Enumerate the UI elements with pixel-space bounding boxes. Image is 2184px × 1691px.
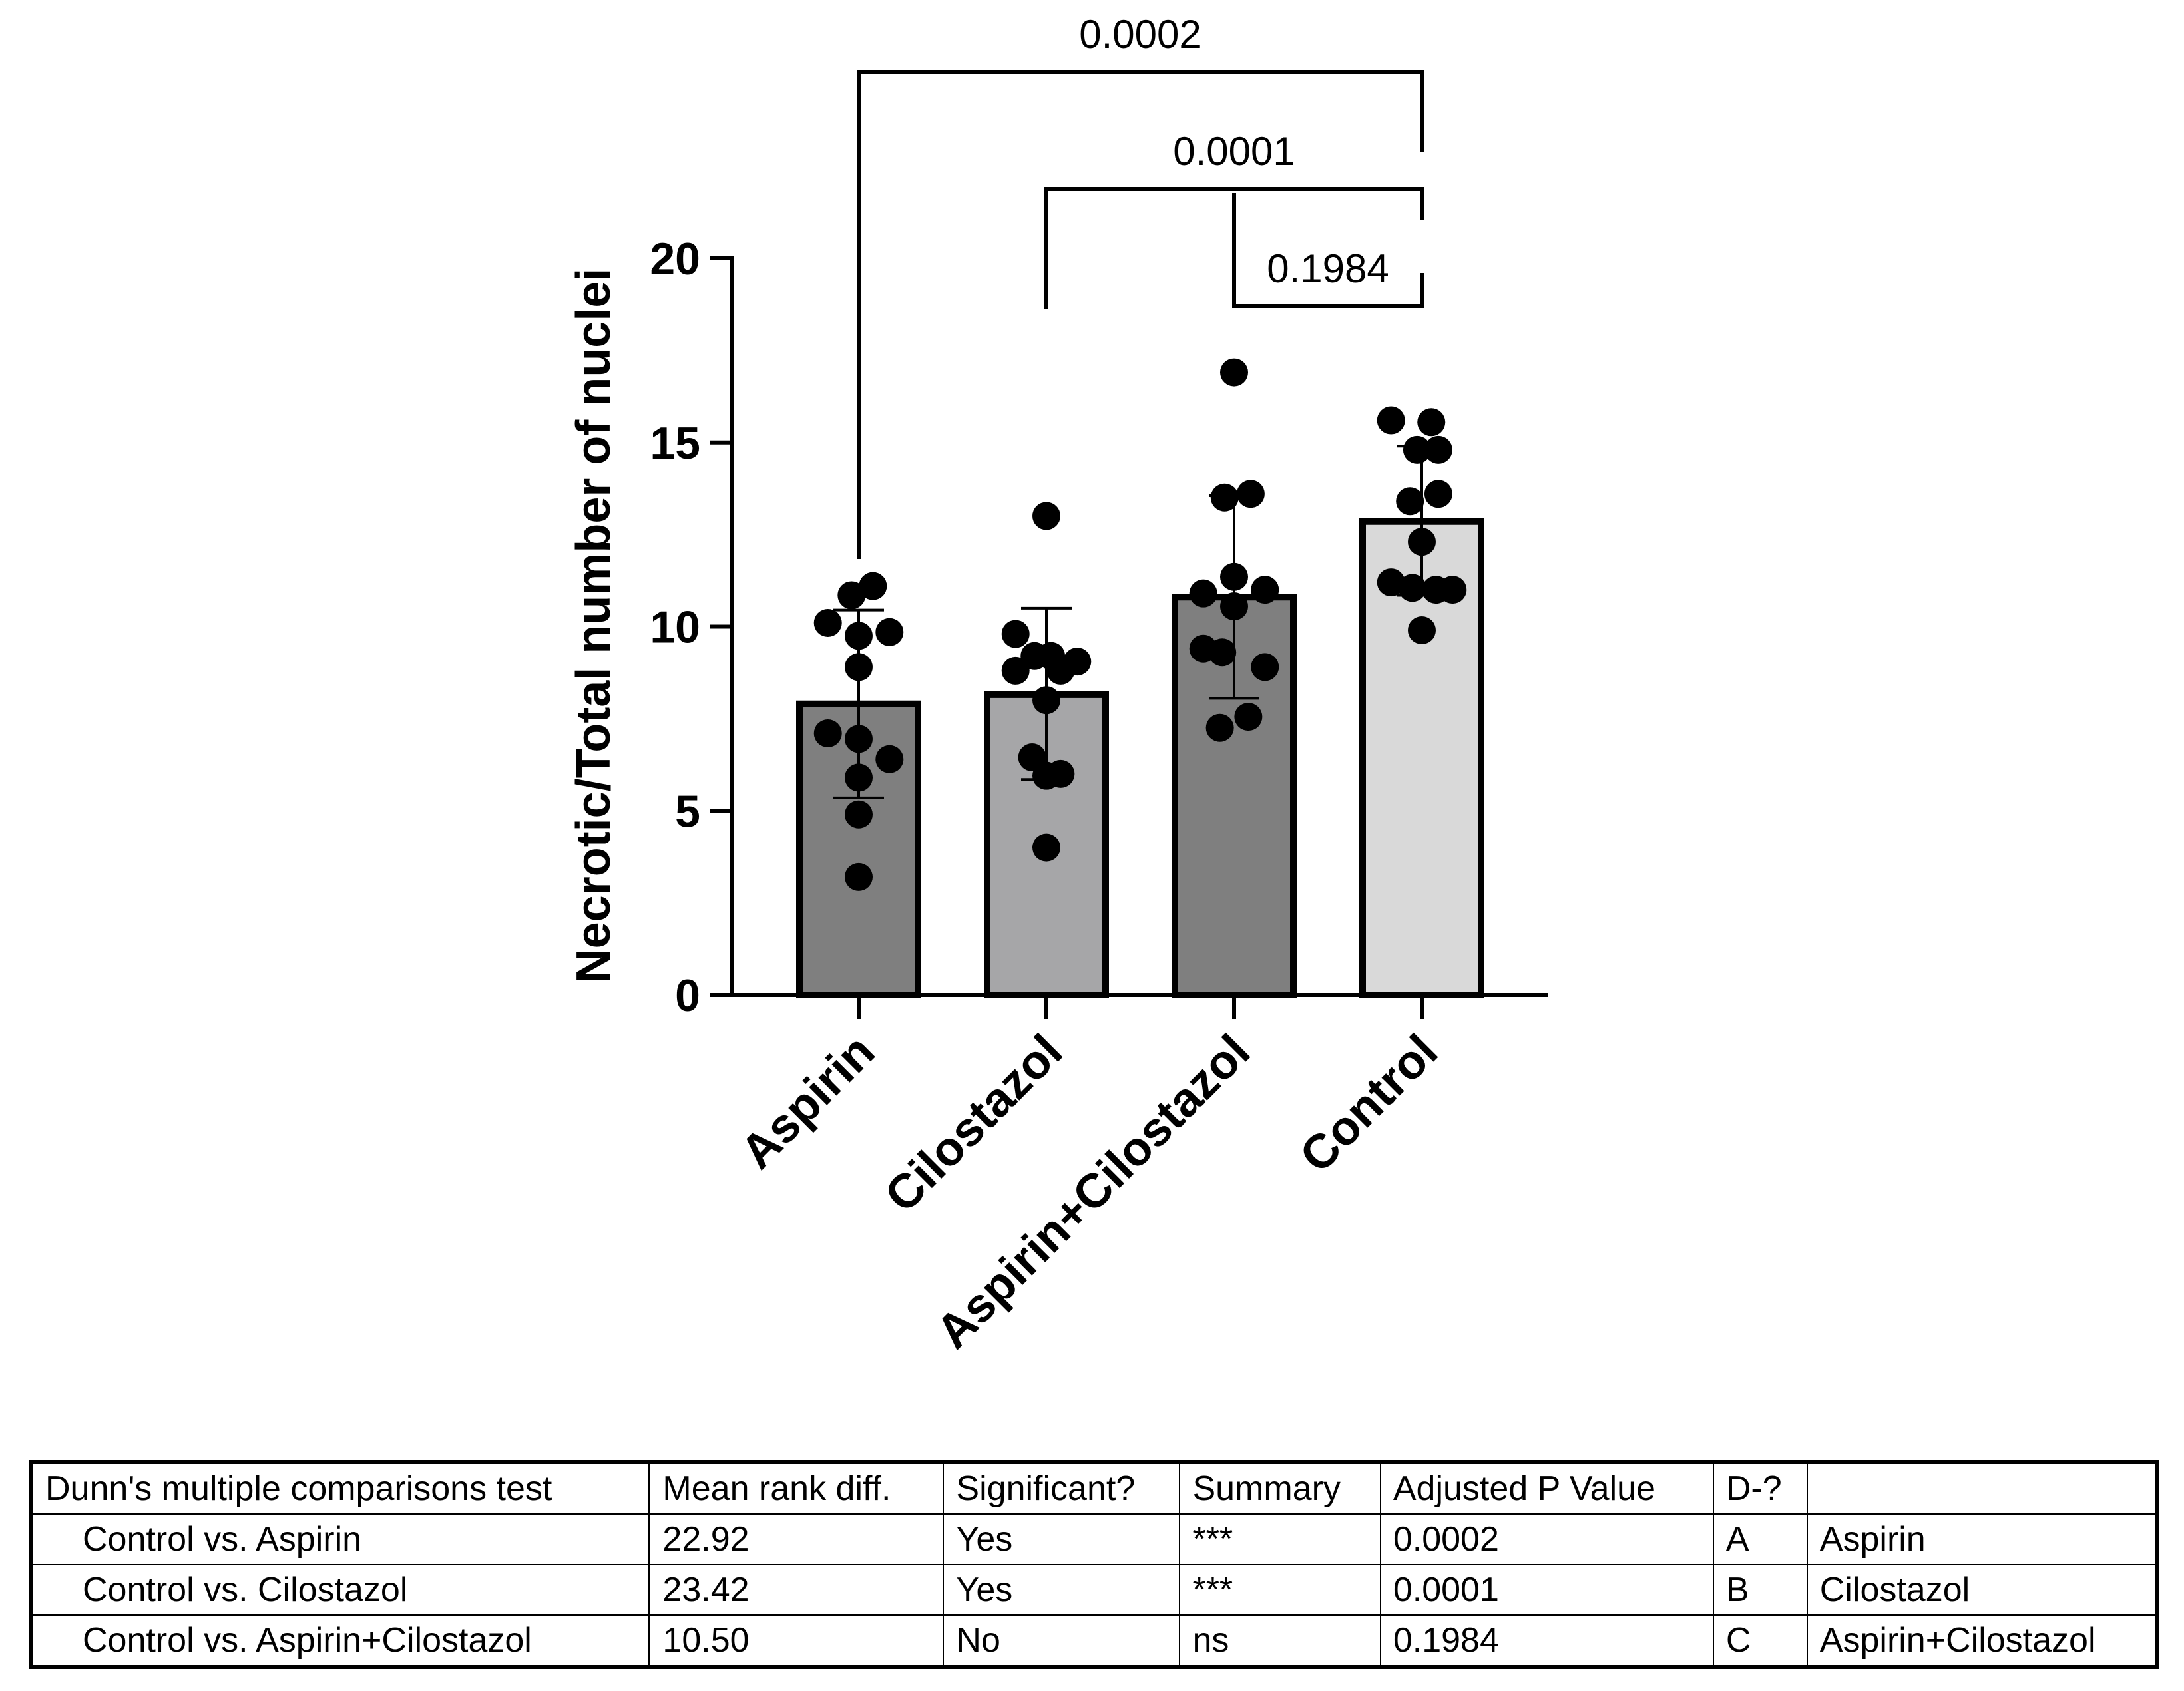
table-header-cell: Mean rank diff. [648, 1462, 944, 1514]
data-point [1032, 833, 1060, 862]
data-point [845, 725, 873, 753]
y-axis-title: Necrotic/Total number of nuclei [567, 268, 620, 984]
data-point [1210, 483, 1239, 512]
data-point [813, 608, 842, 637]
p-value-label: 0.0002 [1079, 12, 1201, 57]
table-cell: Yes [943, 1564, 1180, 1615]
data-point [1205, 713, 1234, 742]
y-tick-label: 5 [675, 786, 700, 837]
data-point [837, 581, 866, 610]
data-point [875, 618, 904, 646]
table-header-cell: Significant? [943, 1462, 1180, 1514]
table-cell: 22.92 [648, 1513, 944, 1565]
data-point [859, 572, 887, 600]
data-point [1377, 406, 1405, 435]
comparison-brackets: 0.0002 0.0001 0.1984 [857, 12, 1424, 559]
p-value-label: 0.1984 [1267, 246, 1389, 291]
data-point [1417, 408, 1446, 437]
table-cell: 0.1984 [1379, 1614, 1713, 1667]
comparison-bracket [1232, 193, 1424, 308]
y-tick-label: 20 [650, 234, 700, 284]
data-point [1396, 487, 1424, 516]
table-cell: C [1712, 1614, 1807, 1667]
data-point [1032, 502, 1060, 530]
data-point [1189, 579, 1217, 608]
data-point [1220, 592, 1248, 621]
table-row: Control vs. Aspirin 22.92 Yes *** 0.0002 A Asp… [31, 1513, 2157, 1565]
data-point [845, 862, 873, 891]
table-header-cell: Summary [1179, 1462, 1381, 1514]
data-point [1424, 435, 1452, 464]
data-point [1001, 656, 1030, 685]
data-point [1403, 435, 1431, 464]
table-cell: Control vs. Aspirin [31, 1513, 651, 1565]
table-cell: B [1712, 1564, 1807, 1615]
data-point [1236, 480, 1265, 508]
table-header-cell [1806, 1462, 2157, 1514]
data-point [1001, 620, 1030, 648]
table-row: Control vs. Aspirin+Cilostazol 10.50 No ns 0… [31, 1614, 2157, 1667]
data-point [875, 745, 904, 773]
table-cell: A [1712, 1513, 1807, 1565]
data-point [1251, 653, 1279, 681]
data-point [1408, 528, 1436, 556]
x-tick-label: Aspirin [730, 1025, 885, 1179]
table-cell: *** [1179, 1513, 1381, 1565]
table-header-cell: D-? [1712, 1462, 1807, 1514]
table-cell: Control vs. Cilostazol [31, 1564, 651, 1615]
table-cell: *** [1179, 1564, 1381, 1615]
table-cell: Control vs. Aspirin+Cilostazol [31, 1614, 651, 1667]
table-header-row: Dunn's multiple comparisons test Mean ran… [31, 1462, 2157, 1514]
table-cell: Aspirin+Cilostazol [1806, 1614, 2157, 1667]
data-point [845, 763, 873, 792]
error-bars [833, 445, 1447, 799]
data-point [1220, 562, 1248, 591]
table-cell: 0.0002 [1379, 1513, 1713, 1565]
data-point [1208, 638, 1237, 667]
data-point [1251, 576, 1279, 604]
data-point [1408, 616, 1436, 645]
data-point [1422, 576, 1450, 604]
data-point [1032, 761, 1060, 790]
data-point [845, 622, 873, 650]
table-row: Control vs. Cilostazol 23.42 Yes *** 0.0001 B… [31, 1564, 2157, 1615]
table-cell: Cilostazol [1806, 1564, 2157, 1615]
table-cell: ns [1179, 1614, 1381, 1667]
x-tick-label: Control [1290, 1025, 1448, 1183]
table-cell: No [943, 1614, 1180, 1667]
table-cell: 10.50 [648, 1614, 944, 1667]
data-point [845, 800, 873, 829]
data-point [1424, 480, 1452, 508]
comparison-bracket [1044, 187, 1424, 309]
y-tick-label: 0 [675, 970, 700, 1021]
x-tick-label: Aspirin+Cilostazol [926, 1025, 1260, 1359]
y-tick-label: 10 [650, 602, 700, 653]
data-point [1377, 568, 1405, 597]
dunn-comparisons-table: Dunn's multiple comparisons test Mean ran… [29, 1460, 2159, 1669]
data-point [1220, 358, 1248, 387]
bar-chart: 0.0002 0.0001 0.1984 0 5 10 15 20 AspirinCilost… [567, 12, 1548, 1359]
p-value-label: 0.0001 [1173, 129, 1295, 174]
data-point [1234, 703, 1263, 731]
data-point [1046, 656, 1075, 685]
table-cell: Aspirin [1806, 1513, 2157, 1565]
data-point [1398, 574, 1426, 602]
data-point [1032, 686, 1060, 715]
table-header-cell: Dunn's multiple comparisons test [31, 1462, 651, 1514]
data-point [813, 719, 842, 748]
table-cell: 0.0001 [1379, 1564, 1713, 1615]
data-point [845, 653, 873, 681]
data-points [813, 358, 1467, 891]
table-header-cell: Adjusted P Value [1379, 1462, 1713, 1514]
table-cell: 23.42 [648, 1564, 944, 1615]
bar-control [1359, 518, 1484, 998]
x-tick-label: Cilostazol [875, 1025, 1072, 1222]
table-cell: Yes [943, 1513, 1180, 1565]
y-tick-label: 15 [650, 418, 700, 469]
comparison-bracket [857, 70, 1424, 559]
